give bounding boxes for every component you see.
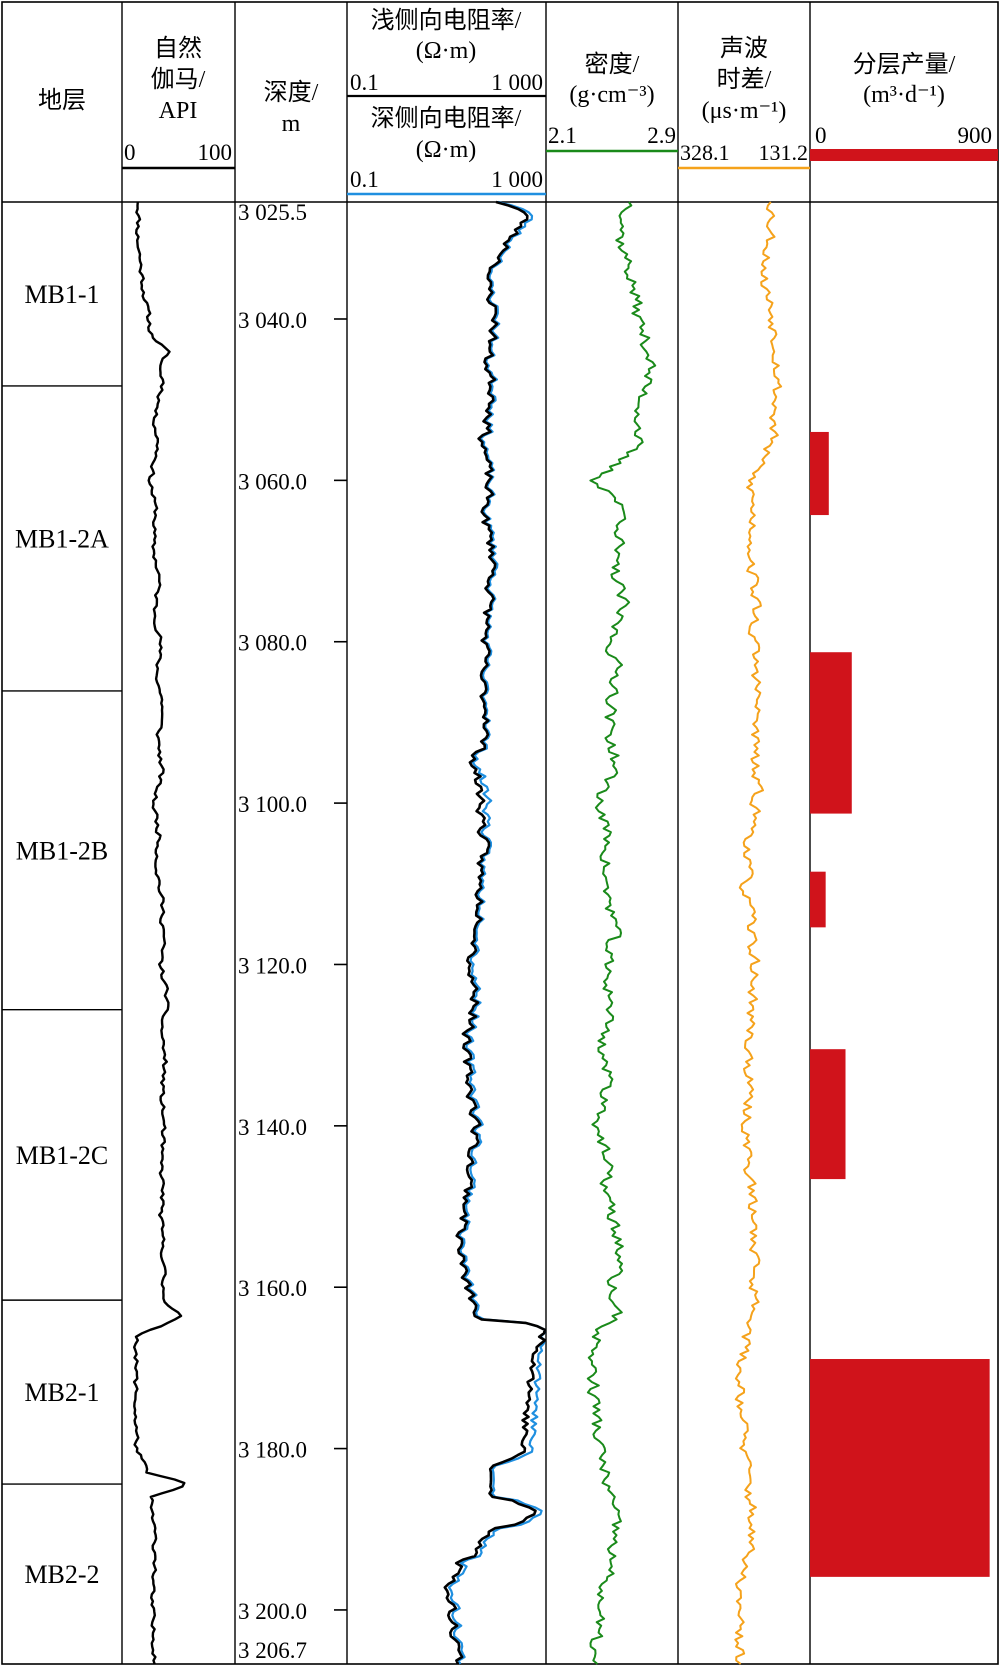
depth-tick-label: 3 206.7 <box>238 1638 307 1663</box>
density-scale-min: 2.1 <box>548 123 577 148</box>
gamma-curve <box>132 201 186 1665</box>
deep-resistivity-curve <box>447 200 547 1665</box>
sonic-header-line-3: (μs·m⁻¹) <box>702 98 787 124</box>
depth-tick-label: 3 100.0 <box>238 792 307 817</box>
production-bar <box>810 652 852 814</box>
shallow-resistivity-curve <box>443 200 547 1665</box>
depth-tick-label: 3 040.0 <box>238 308 307 333</box>
depth-tick-label: 3 080.0 <box>238 631 307 656</box>
deep-resistivity-scale-min: 0.1 <box>350 167 379 192</box>
production-scale-bar <box>810 149 998 161</box>
production-bar <box>810 1359 990 1577</box>
formation-label: MB1-2B <box>16 836 108 865</box>
depth-tick-label: 3 025.5 <box>238 200 307 225</box>
depth-tick-label: 3 120.0 <box>238 953 307 978</box>
depth-header-line-2: m <box>282 111 301 137</box>
sonic-curve <box>734 201 783 1665</box>
sonic-scale-max: 131.2 <box>759 140 809 165</box>
production-scale-max: 900 <box>958 123 993 148</box>
shallow-resistivity-scale-max: 1 000 <box>491 70 543 95</box>
gamma-scale-min: 0 <box>124 140 136 165</box>
density-header-line-1: 密度/ <box>585 51 640 78</box>
production-bar <box>810 871 826 928</box>
depth-tick-label: 3 140.0 <box>238 1115 307 1140</box>
depth-tick-label: 3 060.0 <box>238 469 307 494</box>
deep-resistivity-header-line-1: 深侧向电阻率/ <box>371 105 522 132</box>
production-bar <box>810 431 829 516</box>
formation-label: MB1-2A <box>15 524 109 553</box>
density-scale-max: 2.9 <box>647 123 676 148</box>
gamma-header-line-1: 自然 <box>154 35 202 62</box>
deep-resistivity-scale-max: 1 000 <box>491 167 543 192</box>
production-header-line-2: (m³·d⁻¹) <box>863 82 945 108</box>
depth-tick-label: 3 160.0 <box>238 1276 307 1301</box>
formation-label: MB2-2 <box>24 1560 99 1589</box>
shallow-resistivity-header-line-2: (Ω·m) <box>416 38 476 64</box>
production-scale-min: 0 <box>815 123 827 148</box>
depth-tick-label: 3 200.0 <box>238 1599 307 1624</box>
depth-header-line-1: 深度/ <box>264 79 319 106</box>
density-curve <box>586 201 657 1665</box>
sonic-header-line-1: 声波 <box>720 35 768 62</box>
depth-tick-label: 3 180.0 <box>238 1438 307 1463</box>
formation-label: MB2-1 <box>24 1378 99 1407</box>
deep-resistivity-header-line-2: (Ω·m) <box>416 137 476 163</box>
production-header-line-1: 分层产量/ <box>853 51 956 78</box>
gamma-header-line-3: API <box>159 98 198 124</box>
formation-label: MB1-2C <box>16 1141 108 1170</box>
shallow-resistivity-scale-min: 0.1 <box>350 70 379 95</box>
shallow-resistivity-header-line-1: 浅侧向电阻率/ <box>371 7 522 34</box>
formation-label: MB1-1 <box>24 280 99 309</box>
gamma-header-line-2: 伽马/ <box>151 66 206 93</box>
sonic-scale-min: 328.1 <box>680 140 730 165</box>
production-bar <box>810 1049 846 1180</box>
sonic-header-line-2: 时差/ <box>717 66 772 93</box>
formation-header: 地层 <box>38 87 86 114</box>
density-header-line-2: (g·cm⁻³) <box>569 82 654 108</box>
gamma-scale-max: 100 <box>198 140 233 165</box>
